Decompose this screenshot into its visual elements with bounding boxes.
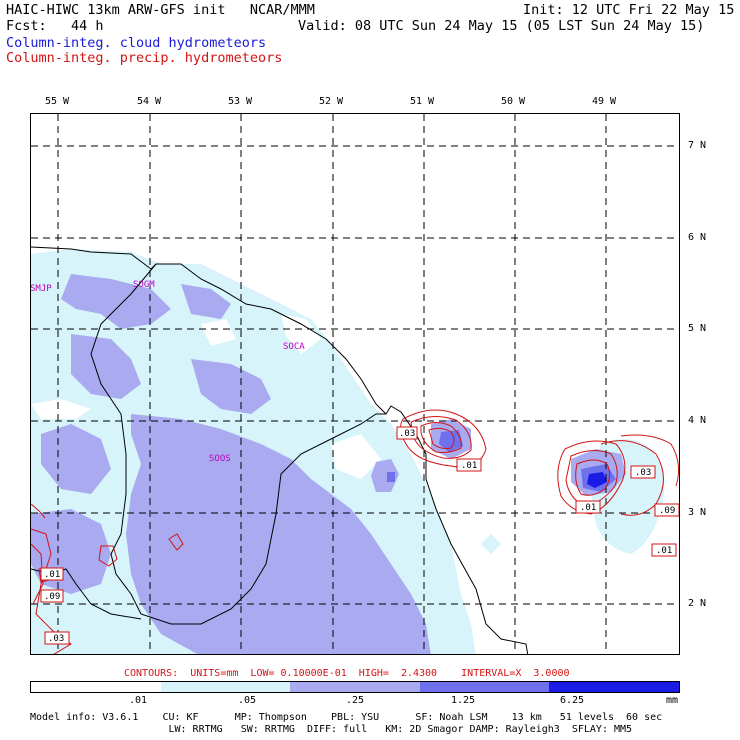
contour-value-label: .01	[44, 570, 61, 580]
cloud-field-mid	[191, 359, 271, 414]
contour-value-label: .01	[580, 503, 597, 513]
colorbar	[30, 681, 680, 693]
model-info-line-2: LW: RRTMG SW: RRTMG DIFF: full KM: 2D Sm…	[30, 724, 633, 735]
colorbar-bin	[31, 682, 161, 692]
cloud-field-gap	[331, 434, 381, 479]
precip-contour	[168, 533, 184, 551]
colorbar-label: .01	[128, 695, 148, 706]
graticule	[31, 114, 679, 654]
lon-label: 49 W	[592, 96, 617, 107]
precip-contour	[600, 440, 664, 516]
contour-value-label: .03	[48, 634, 65, 644]
contour-value-label: .01	[656, 546, 673, 556]
colorbar-label: 6.25	[559, 695, 585, 706]
contour-value-label: .03	[635, 468, 652, 478]
cloud-field-gap	[201, 319, 236, 346]
cloud-field-mid	[181, 284, 231, 319]
station-label-soca: SOCA	[283, 342, 305, 352]
cloud-field-high	[439, 430, 463, 452]
colorbar-label: 1.25	[450, 695, 476, 706]
lon-label: 54 W	[137, 96, 162, 107]
lat-label: 6 N	[688, 232, 707, 243]
lat-label: 7 N	[688, 140, 707, 151]
lat-label: 3 N	[688, 507, 707, 518]
field-label-cloud: Column-integ. cloud hydrometeors	[6, 35, 267, 51]
cloud-field-max	[587, 472, 607, 488]
model-info-line-1: Model info: V3.6.1 CU: KF MP: Thompson P…	[30, 712, 663, 723]
cloud-field-mid	[371, 459, 399, 492]
contour-label-boxes	[40, 426, 679, 645]
colorbar-units: mm	[665, 695, 679, 706]
cloud-field-mid	[126, 414, 431, 654]
forecast-hour: Fcst: 44 h	[6, 18, 104, 34]
init-time: Init: 12 UTC Fri 22 May 15	[523, 2, 735, 18]
colorbar-bin	[290, 682, 420, 692]
station-label-soos: SOOS	[209, 454, 231, 464]
precip-contour	[575, 459, 611, 496]
contour-value-label: .09	[44, 592, 61, 602]
contour-value-label: .01	[461, 461, 478, 471]
cloud-field-mid	[71, 334, 141, 399]
lat-label: 4 N	[688, 415, 707, 426]
cloud-field-mid	[61, 274, 171, 329]
field-label-precip: Column-integ. precip. hydrometeors	[6, 50, 283, 66]
lon-label: 51 W	[410, 96, 435, 107]
lon-label: 50 W	[501, 96, 526, 107]
map-canvas	[31, 114, 679, 654]
precip-contour	[410, 416, 472, 459]
plot-title: HAIC-HIWC 13km ARW-GFS init NCAR/MMM	[6, 2, 315, 18]
colorbar-label: .25	[345, 695, 365, 706]
colorbar-bin	[160, 682, 291, 692]
cloud-field-light	[481, 534, 501, 554]
precip-contour	[31, 503, 46, 519]
precip-contour	[557, 440, 626, 515]
precip-contour	[98, 545, 118, 567]
contour-value-label: .03	[399, 429, 416, 439]
lon-label: 55 W	[45, 96, 70, 107]
cloud-field-gap	[31, 399, 91, 419]
precip-contour	[565, 450, 618, 507]
colorbar-bin	[419, 682, 550, 692]
contour-value-label: .09	[659, 506, 676, 516]
lat-label: 5 N	[688, 323, 707, 334]
cloud-field-gap	[281, 314, 321, 354]
colorbar-bin	[549, 682, 679, 692]
border-line	[90, 263, 386, 625]
precip-contour	[420, 422, 462, 453]
valid-time: Valid: 08 UTC Sun 24 May 15 (05 LST Sun …	[298, 18, 705, 34]
station-label-sogm: SOGM	[133, 280, 155, 290]
lon-label: 52 W	[319, 96, 344, 107]
lon-label: 53 W	[228, 96, 253, 107]
map-panel: SMJP SOGM SOCA SOOS .03 .01 .03 .01 .09 …	[30, 113, 680, 655]
precip-contour	[428, 427, 455, 449]
cloud-field-high	[387, 472, 395, 482]
colorbar-label: .05	[237, 695, 257, 706]
precip-contour	[620, 434, 679, 487]
lat-label: 2 N	[688, 598, 707, 609]
station-label-smjp: SMJP	[30, 284, 52, 294]
contours-caption: CONTOURS: UNITS=mm LOW= 0.10000E-01 HIGH…	[124, 668, 570, 679]
